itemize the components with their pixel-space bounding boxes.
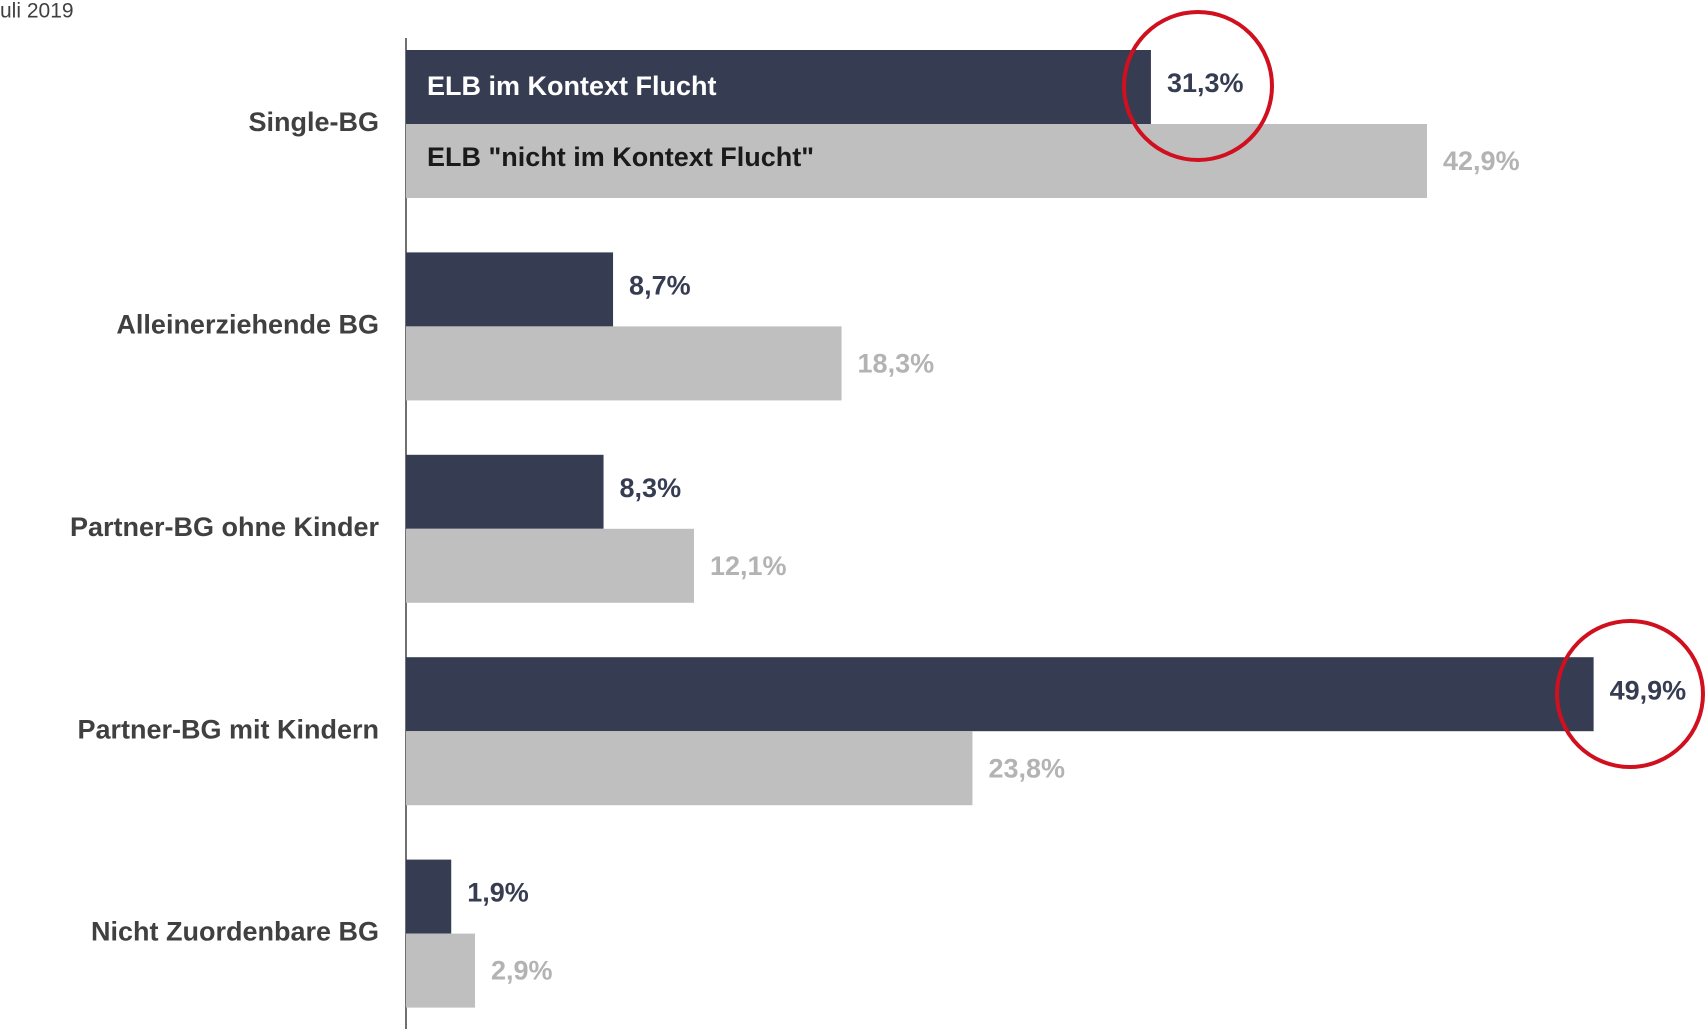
value-label: 8,7% [629, 271, 691, 301]
bar [406, 326, 842, 401]
value-label: 18,3% [858, 349, 935, 379]
value-label: 12,1% [710, 551, 787, 581]
bar [406, 252, 614, 327]
value-label: 23,8% [988, 753, 1065, 783]
y-tick-label: Single-BG [248, 107, 379, 137]
value-label: 8,3% [620, 473, 682, 503]
value-label: 31,3% [1167, 68, 1244, 98]
y-tick-label: Alleinerziehende BG [116, 310, 379, 340]
bar [406, 933, 476, 1008]
value-label: 2,9% [491, 956, 553, 986]
bar [406, 657, 1594, 732]
y-tick-label: Partner-BG ohne Kinder [70, 512, 380, 542]
bar [406, 528, 694, 603]
value-label: 49,9% [1610, 675, 1687, 705]
legend-label: ELB im Kontext Flucht [427, 71, 717, 101]
bar [406, 859, 452, 934]
bar [406, 50, 1151, 124]
y-tick-label: Nicht Zuordenbare BG [91, 917, 379, 947]
highlight-circle [1122, 10, 1274, 162]
value-label: 1,9% [467, 878, 529, 908]
value-label: 42,9% [1443, 146, 1520, 176]
highlight-circle [1555, 619, 1705, 769]
chart-subtitle: uli 2019 [0, 0, 74, 23]
bar [406, 454, 604, 529]
y-tick-label: Partner-BG mit Kindern [77, 714, 379, 744]
bar [406, 124, 1428, 198]
bar [406, 731, 973, 806]
legend-label: ELB "nicht im Kontext Flucht" [427, 142, 814, 172]
